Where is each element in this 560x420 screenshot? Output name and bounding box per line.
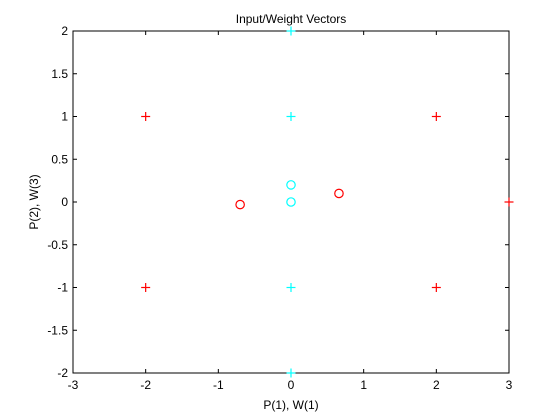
- circle-marker: [235, 199, 245, 210]
- y-tick-label: -0.5: [47, 238, 68, 252]
- y-axis-label: P(2), W(3): [27, 174, 41, 229]
- plus-marker: [286, 26, 296, 36]
- x-tick-label: -3: [68, 378, 79, 392]
- plus-marker: [286, 283, 296, 292]
- x-tick-label: 0: [288, 378, 295, 392]
- x-tick-label: 1: [360, 378, 367, 392]
- data-marks: [141, 26, 514, 378]
- plus-marker: [431, 283, 441, 292]
- y-tick-label: 0: [61, 195, 68, 209]
- y-tick-label: 1: [61, 110, 68, 124]
- y-tick-label: -1: [57, 281, 68, 295]
- x-tick-label: 2: [433, 378, 440, 392]
- plus-marker: [286, 112, 296, 121]
- y-tick-label: -2: [57, 366, 68, 380]
- plus-marker: [504, 197, 514, 207]
- y-axis-ticks: -2 -1.5 -1 -0.5 0 0.5 1 1.5 2: [47, 24, 509, 380]
- x-axis-label: P(1), W(1): [263, 398, 318, 412]
- y-tick-label: 0.5: [51, 152, 68, 166]
- y-tick-label: -1.5: [47, 323, 68, 337]
- circle-marker: [286, 180, 296, 190]
- plus-marker: [141, 112, 151, 121]
- y-tick-label: 2: [61, 24, 68, 38]
- plus-marker: [286, 368, 296, 378]
- circle-marker: [334, 188, 344, 199]
- chart-title: Input/Weight Vectors: [236, 12, 347, 26]
- plus-marker: [431, 112, 441, 121]
- y-tick-label: 1.5: [51, 67, 68, 81]
- plus-marker: [141, 283, 151, 292]
- x-tick-label: -1: [213, 378, 224, 392]
- x-tick-label: 3: [506, 378, 513, 392]
- plot-area: [72, 30, 510, 374]
- circle-marker: [286, 197, 296, 207]
- x-axis-ticks: -3 -2 -1 0 1 2 3: [68, 31, 513, 392]
- x-tick-label: -2: [140, 378, 151, 392]
